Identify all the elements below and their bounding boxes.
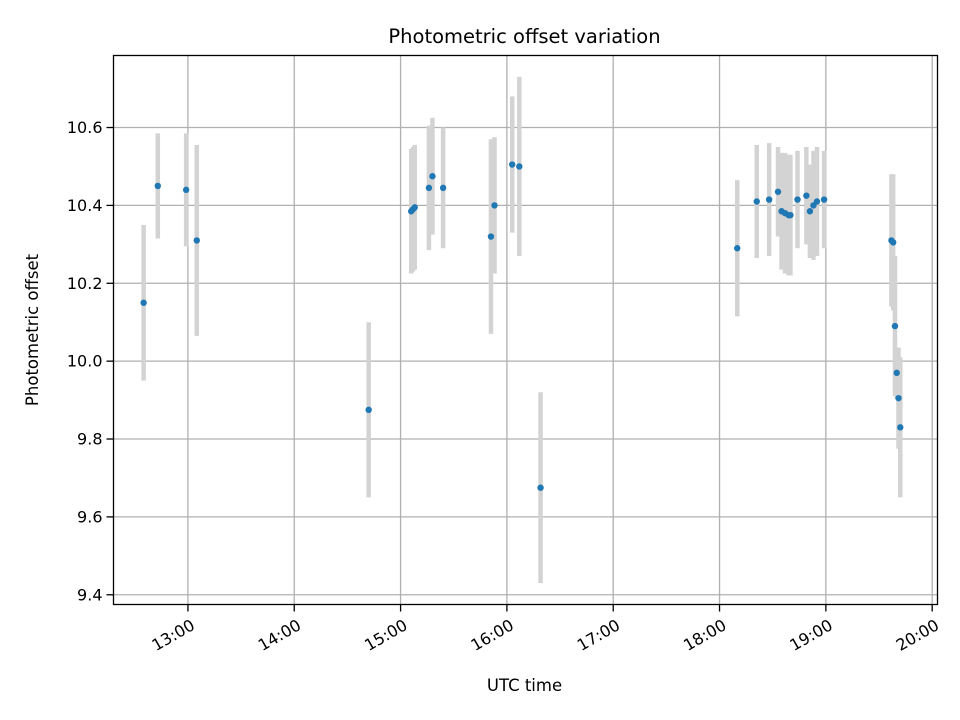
y-axis: 9.4 9.6 9.8 10.0 10.2 10.4 10.6: [67, 118, 114, 604]
data-point: [734, 245, 741, 252]
data-point: [429, 173, 436, 180]
data-point: [774, 188, 782, 195]
chart-title: Photometric offset variation: [388, 25, 660, 48]
data-point: [895, 394, 902, 402]
y-tick-label: 10.0: [67, 352, 103, 371]
y-tick-label: 10.6: [67, 118, 103, 137]
data-point: [193, 237, 200, 244]
plot-frame: [112, 54, 939, 606]
data-point: [891, 322, 899, 330]
data-point: [154, 182, 162, 190]
x-axis-label: UTC time: [487, 676, 562, 695]
data-point: [765, 196, 773, 203]
data-point: [897, 424, 904, 431]
data-point: [806, 208, 814, 215]
data-point: [365, 406, 372, 414]
data-point: [509, 161, 516, 168]
data-point: [820, 196, 828, 203]
data-point: [425, 184, 433, 192]
data-point: [803, 192, 810, 199]
data-point: [537, 484, 544, 491]
y-tick-label: 10.2: [67, 274, 103, 293]
data-point: [439, 184, 447, 192]
y-tick-label: 9.8: [77, 430, 102, 449]
data-points: [140, 161, 904, 491]
data-point: [487, 233, 495, 240]
y-tick-label: 9.4: [77, 585, 102, 604]
data-point: [182, 186, 190, 194]
data-point: [893, 369, 900, 377]
data-point: [491, 202, 498, 209]
data-point: [516, 163, 523, 170]
data-point: [813, 198, 821, 205]
grid: [113, 55, 938, 605]
data-point: [753, 198, 760, 205]
y-tick-label: 9.6: [77, 507, 102, 526]
data-point: [411, 204, 418, 211]
data-point: [794, 196, 801, 203]
data-point: [889, 239, 897, 246]
data-point: [140, 299, 147, 306]
y-axis-label: Photometric offset: [23, 253, 42, 406]
data-point: [787, 211, 794, 219]
y-tick-label: 10.4: [67, 196, 103, 215]
